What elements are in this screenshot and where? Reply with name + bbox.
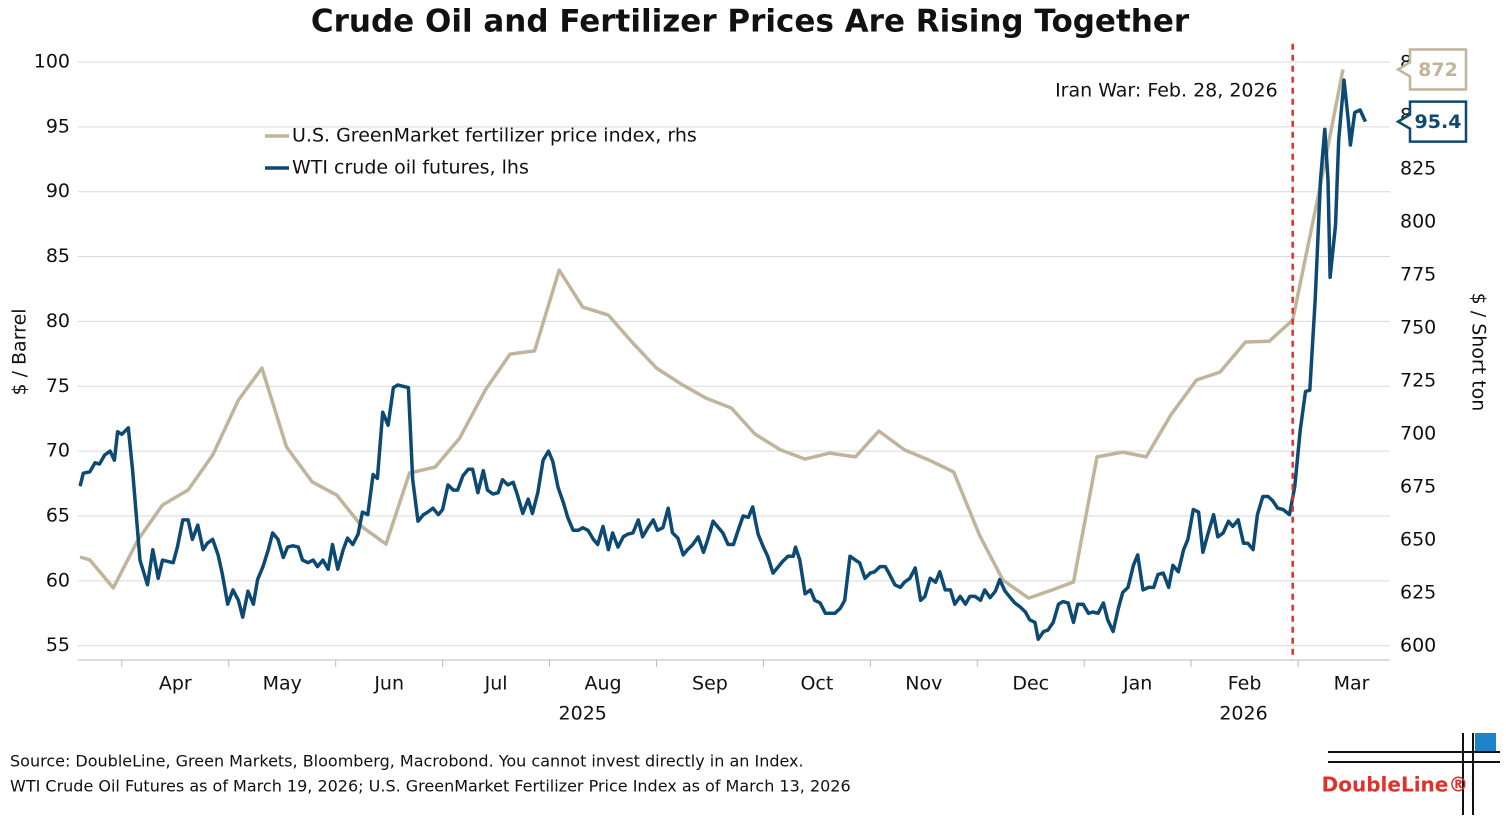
y2-tick-label: 625 [1400, 582, 1436, 604]
x-tick-label: Apr [159, 673, 192, 695]
y2-tick-label: 650 [1400, 529, 1436, 551]
y-tick-label: 75 [46, 375, 70, 397]
series-line [79, 69, 1345, 600]
legend-label: U.S. GreenMarket fertilizer price index,… [292, 125, 697, 147]
x-tick-label: Nov [905, 673, 942, 695]
x-tick-label: May [263, 673, 302, 695]
y2-tick-label: 675 [1400, 476, 1436, 498]
logo: DoubleLine® [1322, 733, 1500, 815]
end-label-box [1395, 48, 1468, 91]
y-tick-label: 95 [46, 115, 70, 137]
x-tick-label: Mar [1334, 673, 1370, 695]
y-tick-label: 70 [46, 440, 70, 462]
y-tick-label: 60 [46, 569, 70, 591]
x-tick-label: Aug [584, 673, 621, 695]
y2-tick-label: 725 [1400, 370, 1436, 392]
x-year-label: 2026 [1219, 703, 1267, 725]
x-tick-label: Feb [1228, 673, 1262, 695]
chart-title: Crude Oil and Fertilizer Prices Are Risi… [311, 4, 1190, 40]
y-tick-label: 80 [46, 310, 70, 332]
y2-tick-label: 825 [1400, 158, 1436, 180]
end-label: 872 [1418, 59, 1458, 81]
end-label: 95.4 [1415, 111, 1462, 133]
event-label: Iran War: Feb. 28, 2026 [1055, 80, 1278, 102]
y-tick-label: 90 [46, 180, 70, 202]
y-tick-label: 55 [46, 634, 70, 656]
x-tick-label: Oct [800, 673, 833, 695]
x-tick-label: Sep [692, 673, 728, 695]
y-tick-label: 100 [34, 50, 70, 72]
y2-tick-label: 700 [1400, 423, 1436, 445]
y2-tick-label: 750 [1400, 317, 1436, 339]
y2-tick-label: 800 [1400, 211, 1436, 233]
x-tick-label: Jun [373, 673, 404, 695]
y-axis-label: $ / Barrel [9, 308, 31, 395]
x-tick-label: Dec [1012, 673, 1049, 695]
y-tick-label: 65 [46, 505, 70, 527]
series-line [78, 78, 1367, 641]
y2-tick-label: 775 [1400, 264, 1436, 286]
source-note: WTI Crude Oil Futures as of March 19, 20… [10, 777, 851, 796]
end-label-box [1395, 100, 1468, 143]
y-tick-label: 85 [46, 245, 70, 267]
source-note: Source: DoubleLine, Green Markets, Bloom… [10, 752, 804, 771]
x-tick-label: Jul [484, 673, 508, 695]
y2-tick-label: 600 [1400, 635, 1436, 657]
x-year-label: 2025 [559, 703, 607, 725]
legend-label: WTI crude oil futures, lhs [292, 157, 529, 179]
x-tick-label: Jan [1122, 673, 1152, 695]
y2-axis-label: $ / Short ton [1468, 293, 1490, 412]
logo-text: DoubleLine® [1322, 773, 1469, 797]
